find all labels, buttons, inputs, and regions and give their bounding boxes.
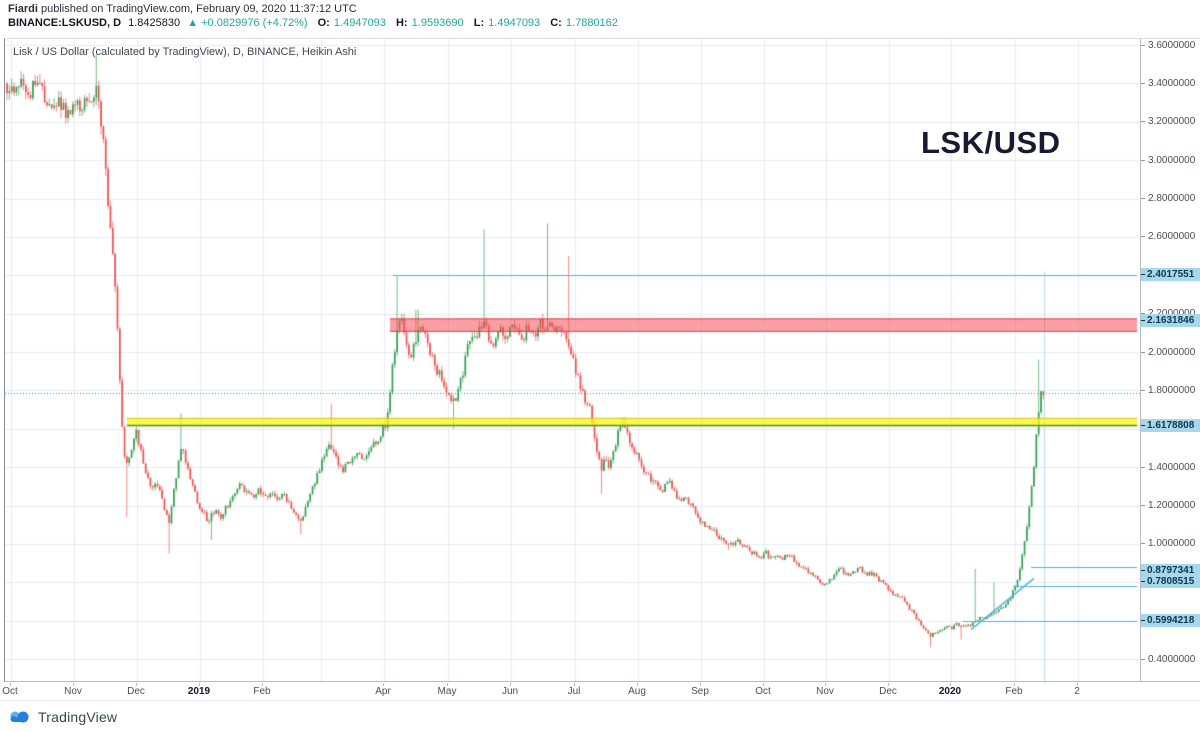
candlestick-canvas[interactable] xyxy=(5,39,1141,683)
time-tick-mark xyxy=(383,683,384,686)
open-label: O: xyxy=(317,17,330,29)
time-tick-mark xyxy=(1077,683,1078,686)
price-tick-label: 2.0000000 xyxy=(1141,346,1200,358)
low-value: 1.4947093 xyxy=(488,17,541,29)
price-tick-label: 3.6000000 xyxy=(1141,39,1200,51)
time-tick-label: Apr xyxy=(375,686,391,697)
price-level-badge: 0.7808515 xyxy=(1141,575,1200,589)
author-name: Fiardi xyxy=(8,3,38,15)
time-tick-label: Dec xyxy=(879,686,897,697)
time-tick-mark xyxy=(10,683,11,686)
price-level-badge: 0.8797341 xyxy=(1141,564,1200,578)
price-tick-label: 1.2000000 xyxy=(1141,500,1200,512)
time-tick-label: Sep xyxy=(691,686,709,697)
chart-legend-title[interactable]: Lisk / US Dollar (calculated by TradingV… xyxy=(13,46,357,58)
time-tick-label: 2 xyxy=(1074,686,1080,697)
time-tick-mark xyxy=(1014,683,1015,686)
high-label: H: xyxy=(395,17,408,29)
price-level-badge: 2.1631846 xyxy=(1141,314,1200,328)
price-tick-label: 1.4000000 xyxy=(1141,461,1200,473)
time-tick-mark xyxy=(950,683,951,686)
time-tick-label: Feb xyxy=(1005,686,1023,697)
time-tick-mark xyxy=(136,683,137,686)
price-tick-label: 2.2000000 xyxy=(1141,308,1200,320)
price-level-badge: 1.6178808 xyxy=(1141,418,1200,432)
time-tick-mark xyxy=(262,683,263,686)
time-tick-label: Dec xyxy=(127,686,145,697)
symbol-header-row: BINANCE:LSKUSD, D 1.8425830 ▲ +0.0829976… xyxy=(8,17,618,29)
price-level-badge: 2.4017551 xyxy=(1141,268,1200,282)
chart-plot-area[interactable]: Lisk / US Dollar (calculated by TradingV… xyxy=(4,38,1141,683)
time-tick-mark xyxy=(447,683,448,686)
price-tick-label: 3.2000000 xyxy=(1141,116,1200,128)
symbol-name[interactable]: BINANCE:LSKUSD, D xyxy=(8,17,122,29)
time-tick-label: 2019 xyxy=(187,686,211,697)
time-tick-label: Nov xyxy=(64,686,82,697)
time-tick-mark xyxy=(763,683,764,686)
time-tick-mark xyxy=(637,683,638,686)
price-tick-label: 2.8000000 xyxy=(1141,193,1200,205)
time-tick-mark xyxy=(510,683,511,686)
tradingview-logo-icon[interactable] xyxy=(8,709,32,725)
time-tick-label: Oct xyxy=(755,686,771,697)
high-value: 1.9593690 xyxy=(411,17,464,29)
close-value: 1.7880162 xyxy=(565,17,618,29)
time-tick-label: Nov xyxy=(816,686,834,697)
time-tick-mark xyxy=(574,683,575,686)
close-label: C: xyxy=(550,17,562,29)
time-tick-label: Jul xyxy=(567,686,581,697)
footer-bar: TradingView xyxy=(0,700,1200,732)
publish-byline: Fiardi published on TradingView.com, Feb… xyxy=(8,3,357,15)
time-tick-label: 2020 xyxy=(938,686,962,697)
open-value: 1.4947093 xyxy=(333,17,386,29)
time-axis[interactable]: Oct Nov Dec 2019 Feb Apr May Jun Jul Aug Sep Oct Nov… xyxy=(2,683,1140,700)
time-tick-mark xyxy=(199,683,200,686)
price-tick-label: 2.6000000 xyxy=(1141,231,1200,243)
time-tick-mark xyxy=(888,683,889,686)
time-tick-label: Aug xyxy=(628,686,646,697)
time-tick-label: Feb xyxy=(253,686,271,697)
time-tick-label: Oct xyxy=(2,686,18,697)
price-tick-label: 3.4000000 xyxy=(1141,77,1200,89)
price-change: ▲ +0.0829976 (+4.72%) xyxy=(187,17,308,29)
tradingview-brand-text[interactable]: TradingView xyxy=(38,708,118,725)
symbol-watermark: LSK/USD xyxy=(921,125,1061,160)
last-price: 1.8425830 xyxy=(128,17,181,29)
byline-text: published on TradingView.com, February 0… xyxy=(37,3,357,15)
price-tick-label: 3.0000000 xyxy=(1141,154,1200,166)
time-tick-label: May xyxy=(437,686,457,697)
price-tick-label: 1.0000000 xyxy=(1141,538,1200,550)
price-tick-label: 1.8000000 xyxy=(1141,384,1200,396)
time-tick-label: Jun xyxy=(501,686,519,697)
price-tick-label: 0.4000000 xyxy=(1141,653,1200,665)
price-axis[interactable]: 3.6000000 3.4000000 3.2000000 3.0000000 2.80… xyxy=(1140,38,1200,682)
time-tick-mark xyxy=(825,683,826,686)
time-tick-mark xyxy=(700,683,701,686)
low-label: L: xyxy=(473,17,485,29)
price-level-badge: 0.5994218 xyxy=(1141,614,1200,628)
time-tick-mark xyxy=(73,683,74,686)
